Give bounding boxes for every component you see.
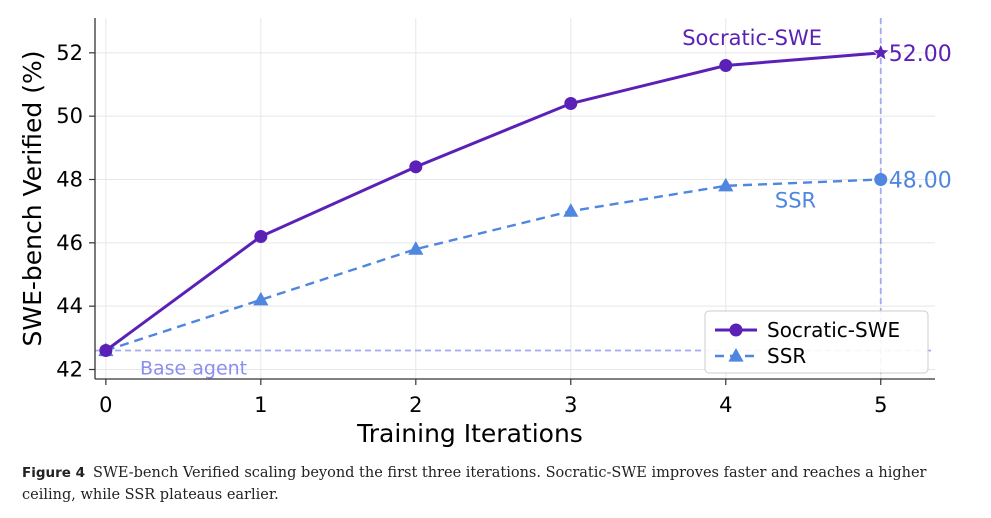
x-tick-label: 0 (99, 393, 112, 417)
socratic-swe-final-value: 52.00 (889, 42, 952, 67)
legend-label-socratic-swe: Socratic-SWE (767, 318, 900, 342)
legend-marker-socratic-swe (729, 323, 743, 337)
data-point (564, 97, 578, 110)
line-chart: 0 1 2 3 4 5 42 44 46 48 50 52 SWE-bench Verified (%… (18, 18, 952, 448)
x-tick-label: 1 (254, 393, 267, 417)
socratic-swe-annotation: Socratic-SWE (682, 26, 822, 50)
x-tick-label: 4 (719, 393, 732, 417)
data-point (408, 241, 424, 255)
x-axis-label: Training Iterations (356, 419, 583, 448)
ssr-annotation: SSR (775, 189, 816, 213)
series-ssr (98, 173, 888, 357)
tick-labels: 0 1 2 3 4 5 42 44 46 48 50 52 (56, 41, 887, 417)
legend: Socratic-SWE SSR (704, 310, 929, 374)
caption-text: SWE-bench Verified scaling beyond the fi… (22, 465, 927, 503)
series-line (105, 178, 881, 352)
figure-caption: Figure 4 SWE-bench Verified scaling beyon… (22, 462, 972, 506)
data-point (563, 203, 579, 217)
y-tick-label: 52 (56, 41, 83, 65)
y-tick-label: 50 (56, 104, 83, 128)
x-tick-label: 2 (409, 393, 422, 417)
ssr-final-value: 48.00 (889, 169, 952, 194)
base-agent-label: Base agent (140, 358, 247, 380)
y-tick-label: 46 (56, 231, 83, 255)
data-point (409, 160, 423, 174)
x-tick-label: 5 (874, 393, 887, 417)
series-socratic-swe (99, 42, 891, 357)
axes (89, 18, 935, 385)
data-point (719, 59, 733, 72)
series-line (104, 51, 881, 352)
legend-label-ssr: SSR (767, 344, 806, 368)
figure-label: Figure 4 (22, 465, 86, 481)
data-point (871, 42, 891, 61)
data-point (254, 230, 268, 243)
data-point (718, 177, 734, 192)
y-tick-label: 44 (56, 294, 83, 318)
series-layer (98, 42, 891, 357)
data-point (874, 173, 888, 186)
y-tick-label: 48 (56, 168, 83, 192)
legend-box (704, 310, 929, 374)
data-point (253, 291, 269, 306)
data-point (99, 344, 113, 357)
x-tick-label: 3 (564, 393, 577, 417)
legend-marker-ssr (728, 348, 744, 362)
y-tick-label: 42 (56, 358, 83, 382)
y-axis-label: SWE-bench Verified (%) (18, 50, 47, 346)
